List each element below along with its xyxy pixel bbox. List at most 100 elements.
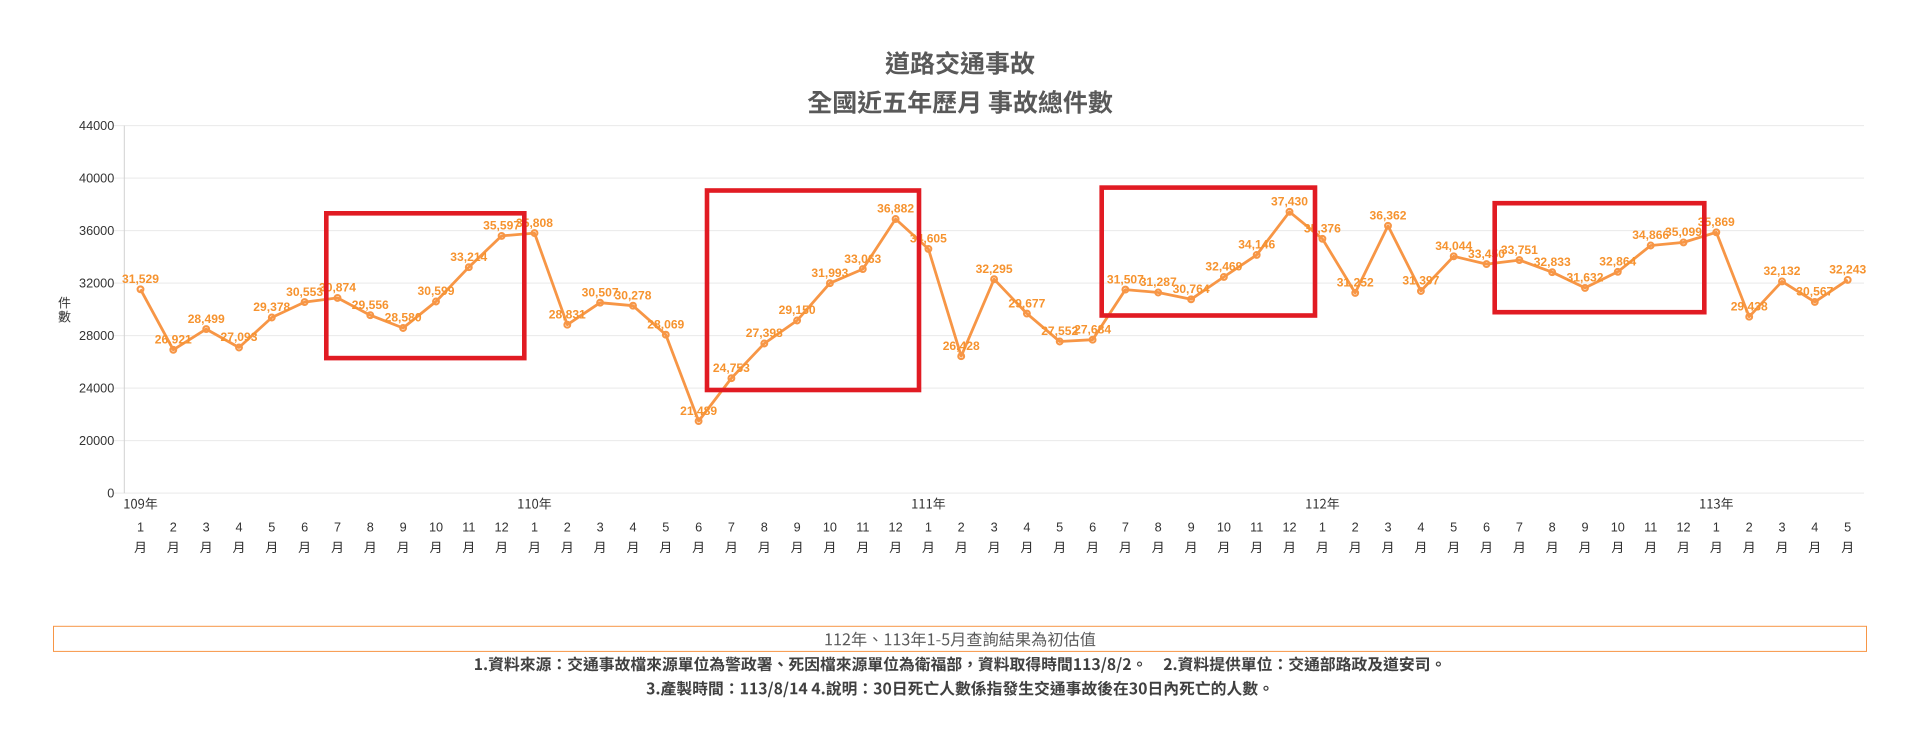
svg-text:5: 5: [1056, 521, 1063, 535]
svg-text:34,044: 34,044: [1435, 239, 1472, 253]
svg-text:44000: 44000: [79, 119, 114, 133]
svg-text:31,397: 31,397: [1402, 274, 1439, 288]
svg-text:2: 2: [564, 521, 571, 535]
svg-text:30,278: 30,278: [615, 288, 652, 302]
svg-text:31,993: 31,993: [811, 266, 848, 280]
svg-text:34,146: 34,146: [1238, 238, 1275, 252]
svg-text:12: 12: [1676, 521, 1690, 535]
svg-text:6: 6: [301, 521, 308, 535]
svg-text:29,556: 29,556: [352, 298, 389, 312]
svg-text:31,529: 31,529: [122, 272, 159, 286]
svg-text:6: 6: [1089, 521, 1096, 535]
svg-text:35,869: 35,869: [1698, 215, 1735, 229]
svg-text:32,132: 32,132: [1764, 264, 1801, 278]
svg-text:35,597: 35,597: [483, 219, 520, 233]
svg-text:10: 10: [1217, 521, 1231, 535]
svg-text:3: 3: [1384, 521, 1391, 535]
svg-text:34,605: 34,605: [910, 232, 947, 246]
svg-text:6: 6: [695, 521, 702, 535]
svg-text:24,753: 24,753: [713, 361, 750, 375]
svg-text:7: 7: [334, 521, 341, 535]
svg-text:31,507: 31,507: [1107, 272, 1144, 286]
svg-text:29,150: 29,150: [779, 303, 816, 317]
svg-text:33,450: 33,450: [1468, 247, 1505, 261]
svg-text:36,362: 36,362: [1370, 209, 1407, 223]
svg-text:9: 9: [400, 521, 407, 535]
svg-text:33,063: 33,063: [844, 252, 881, 266]
svg-text:11: 11: [1250, 521, 1263, 535]
svg-text:4: 4: [1811, 521, 1818, 535]
svg-text:7: 7: [1516, 521, 1523, 535]
svg-text:0: 0: [107, 487, 114, 501]
svg-text:21,489: 21,489: [680, 404, 717, 418]
svg-text:11: 11: [462, 521, 475, 535]
svg-text:12: 12: [495, 521, 509, 535]
svg-text:3: 3: [1778, 521, 1785, 535]
svg-text:32,469: 32,469: [1205, 260, 1242, 274]
svg-text:35,099: 35,099: [1665, 225, 1702, 239]
svg-text:9: 9: [1581, 521, 1588, 535]
svg-text:28,831: 28,831: [549, 307, 586, 321]
svg-text:33,214: 33,214: [450, 250, 487, 264]
svg-text:3: 3: [203, 521, 210, 535]
svg-text:28,069: 28,069: [647, 317, 684, 331]
svg-text:34,866: 34,866: [1632, 228, 1669, 242]
svg-text:4: 4: [629, 521, 636, 535]
svg-text:31,287: 31,287: [1140, 275, 1177, 289]
svg-text:32,864: 32,864: [1599, 255, 1636, 269]
svg-text:7: 7: [728, 521, 735, 535]
svg-text:32,833: 32,833: [1534, 255, 1571, 269]
svg-text:28,580: 28,580: [385, 311, 422, 325]
svg-text:31,632: 31,632: [1567, 271, 1604, 285]
svg-text:1: 1: [531, 521, 538, 535]
svg-text:30,567: 30,567: [1796, 285, 1833, 299]
svg-text:6: 6: [1483, 521, 1490, 535]
svg-text:3: 3: [597, 521, 604, 535]
svg-text:9: 9: [794, 521, 801, 535]
svg-text:40000: 40000: [79, 172, 114, 186]
svg-text:32000: 32000: [79, 277, 114, 291]
svg-text:3: 3: [991, 521, 998, 535]
svg-text:8: 8: [1549, 521, 1556, 535]
svg-text:2: 2: [958, 521, 965, 535]
svg-text:5: 5: [662, 521, 669, 535]
svg-text:29,438: 29,438: [1731, 299, 1768, 313]
svg-text:30,599: 30,599: [418, 284, 455, 298]
svg-text:9: 9: [1188, 521, 1195, 535]
svg-text:4: 4: [1417, 521, 1424, 535]
svg-text:4: 4: [1023, 521, 1030, 535]
svg-text:24000: 24000: [79, 382, 114, 396]
svg-text:1: 1: [1713, 521, 1720, 535]
svg-text:27,093: 27,093: [221, 330, 258, 344]
svg-text:2: 2: [1746, 521, 1753, 535]
svg-text:5: 5: [268, 521, 275, 535]
svg-text:26,921: 26,921: [155, 333, 192, 347]
svg-text:30,553: 30,553: [286, 285, 323, 299]
svg-text:27,684: 27,684: [1074, 322, 1111, 336]
svg-text:2: 2: [1352, 521, 1359, 535]
svg-text:36,882: 36,882: [877, 202, 914, 216]
svg-text:12: 12: [1282, 521, 1296, 535]
svg-text:28,499: 28,499: [188, 312, 225, 326]
svg-text:4: 4: [235, 521, 242, 535]
svg-text:8: 8: [367, 521, 374, 535]
svg-text:32,243: 32,243: [1829, 263, 1866, 277]
svg-text:30,507: 30,507: [582, 285, 619, 299]
svg-text:37,430: 37,430: [1271, 195, 1308, 209]
svg-text:36000: 36000: [79, 224, 114, 238]
svg-text:33,751: 33,751: [1501, 243, 1538, 257]
svg-text:11: 11: [1644, 521, 1657, 535]
svg-text:28000: 28000: [79, 329, 114, 343]
svg-text:27,398: 27,398: [746, 326, 783, 340]
svg-text:10: 10: [429, 521, 443, 535]
svg-text:29,378: 29,378: [253, 300, 290, 314]
svg-text:1: 1: [925, 521, 932, 535]
svg-text:35,808: 35,808: [516, 216, 553, 230]
svg-text:2: 2: [170, 521, 177, 535]
svg-text:26,428: 26,428: [943, 339, 980, 353]
svg-text:11: 11: [856, 521, 869, 535]
svg-text:27,552: 27,552: [1041, 324, 1078, 338]
svg-text:29,677: 29,677: [1008, 296, 1045, 310]
svg-text:12: 12: [889, 521, 903, 535]
svg-text:30,764: 30,764: [1173, 282, 1210, 296]
